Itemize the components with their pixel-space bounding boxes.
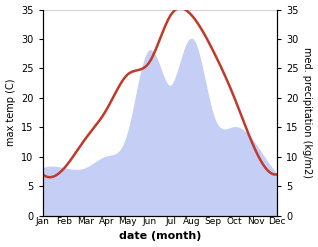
X-axis label: date (month): date (month) (119, 231, 201, 242)
Y-axis label: max temp (C): max temp (C) (5, 79, 16, 146)
Y-axis label: med. precipitation (kg/m2): med. precipitation (kg/m2) (302, 47, 313, 178)
